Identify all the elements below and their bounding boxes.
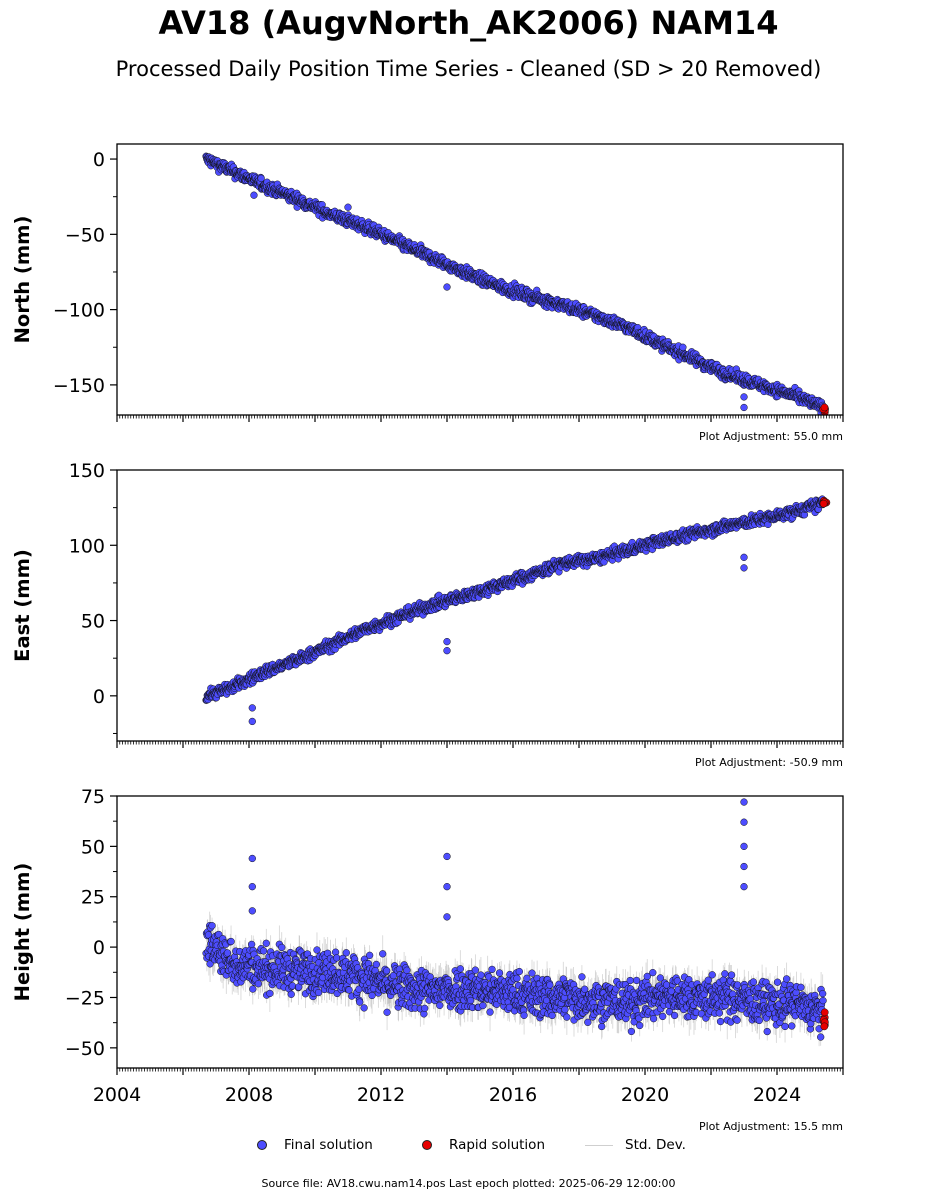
plot-area xyxy=(202,494,831,726)
final-point-outlier xyxy=(250,191,258,199)
final-point-outlier xyxy=(740,393,748,401)
final-point xyxy=(679,343,687,351)
page-title: AV18 (AugvNorth_AK2006) NAM14 xyxy=(158,4,779,42)
rapid-points xyxy=(819,403,829,415)
final-point xyxy=(257,174,265,182)
page-subtitle: Processed Daily Position Time Series - C… xyxy=(115,57,822,81)
final-point-outlier xyxy=(443,283,451,291)
plot-area xyxy=(202,152,829,415)
y-tick-label: −100 xyxy=(53,300,105,322)
y-tick-label: −50 xyxy=(65,224,105,246)
final-point-outlier xyxy=(740,403,748,412)
rapid-point xyxy=(820,403,829,412)
plot-adjustment-note: Plot Adjustment: 55.0 mm xyxy=(699,430,843,443)
north-panel: 0 −50 −100 −150 North (mm) Plot Adjustment: 5… xyxy=(11,143,844,443)
final-point-outlier xyxy=(344,203,352,211)
y-tick-label: 0 xyxy=(93,149,105,171)
final-points xyxy=(202,152,827,415)
y-axis-label: North (mm) xyxy=(11,216,34,344)
final-points xyxy=(202,495,827,726)
y-tick-label: −150 xyxy=(53,375,105,397)
